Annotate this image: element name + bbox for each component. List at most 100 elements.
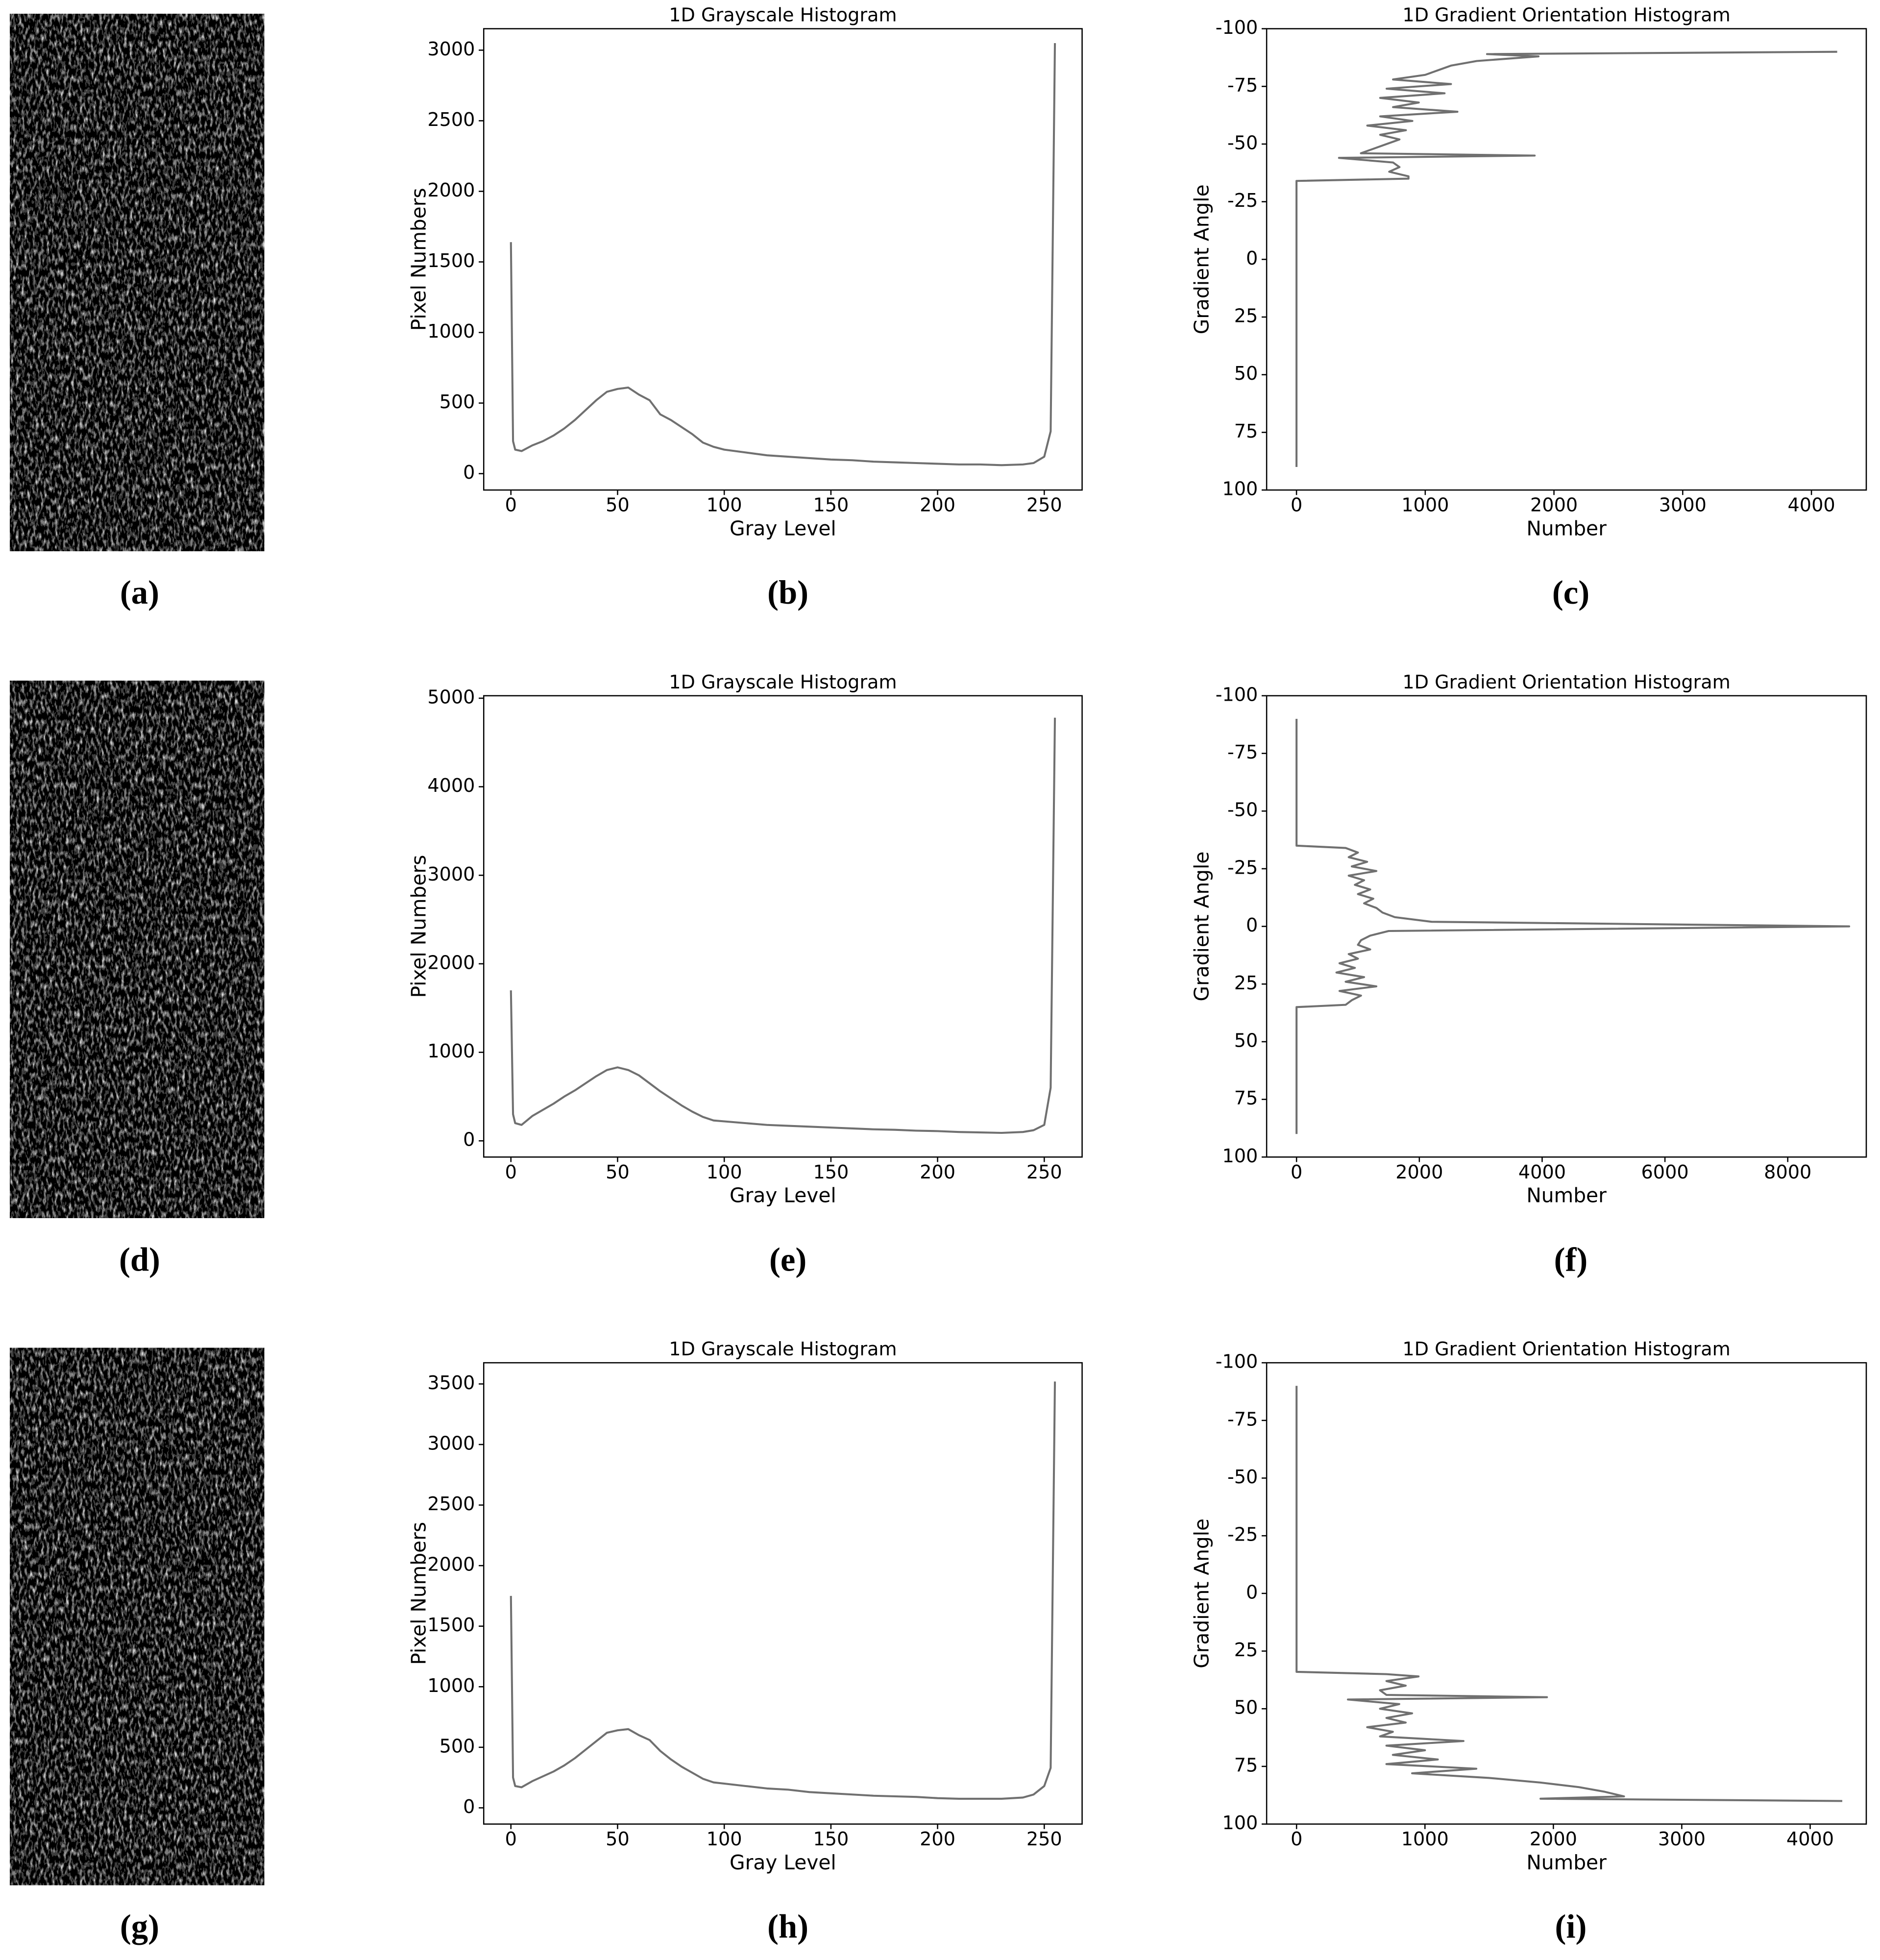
chart: 0 2000 4000 6000 8000 -100 -75 -50 -25 0 25 50 75 100… [1190, 671, 1867, 1207]
image-texture [10, 681, 265, 1218]
panel-caption: (d) [119, 1241, 160, 1278]
y-tick-label: 100 [1222, 1812, 1258, 1834]
panel-caption: (a) [120, 574, 159, 611]
y-tick-label: 0 [1246, 247, 1258, 269]
y-tick-label: 5000 [427, 686, 475, 708]
x-tick-label: 150 [813, 1828, 849, 1850]
x-tick-label: 4000 [1786, 1828, 1834, 1850]
y-tick-label: 1000 [427, 320, 475, 342]
y-tick-label: 1500 [427, 250, 475, 271]
data-line [1295, 718, 1851, 1134]
panel-caption: (h) [767, 1908, 808, 1945]
x-tick-label: 100 [707, 1828, 742, 1850]
x-tick-label: 4000 [1788, 494, 1835, 516]
x-axis-label: Gray Level [730, 1851, 836, 1874]
y-tick-label: 25 [1234, 972, 1258, 994]
x-tick-label: 3000 [1658, 1828, 1706, 1850]
x-axis-label: Number [1526, 1184, 1607, 1207]
y-tick-label: -100 [1216, 1351, 1258, 1372]
chart-title: 1D Grayscale Histogram [669, 671, 897, 693]
x-tick-label: 8000 [1764, 1161, 1811, 1183]
x-axis-label: Number [1526, 516, 1607, 540]
x-tick-label: 200 [920, 1828, 955, 1850]
x-tick-label: 150 [813, 494, 849, 516]
y-tick-label: 25 [1234, 1639, 1258, 1661]
x-tick-label: 6000 [1641, 1161, 1689, 1183]
y-tick-label: 4000 [427, 775, 475, 796]
x-tick-label: 150 [813, 1161, 849, 1183]
panel-caption: (f) [1554, 1241, 1588, 1278]
x-tick-label: 200 [920, 494, 955, 516]
data-line [510, 43, 1056, 466]
y-tick-label: 25 [1234, 305, 1258, 326]
y-tick-label: 50 [1234, 1029, 1258, 1051]
y-axis-label: Pixel Numbers [407, 188, 430, 331]
y-tick-label: -75 [1227, 741, 1258, 763]
y-tick-label: -75 [1227, 74, 1258, 96]
data-line [510, 1381, 1056, 1800]
plot-frame [483, 695, 1083, 1158]
x-tick-label: 0 [1291, 1828, 1302, 1850]
data-line [510, 717, 1056, 1134]
y-tick-label: 0 [1246, 914, 1258, 936]
panel-caption: (c) [1552, 574, 1589, 611]
y-tick-label: -100 [1216, 684, 1258, 705]
x-tick-label: 0 [505, 1828, 517, 1850]
y-tick-label: -50 [1227, 1466, 1258, 1488]
y-tick-label: 1000 [427, 1040, 475, 1062]
x-tick-label: 50 [606, 1828, 630, 1850]
y-tick-label: 500 [439, 391, 475, 413]
chart-title: 1D Gradient Orientation Histogram [1402, 1338, 1730, 1360]
plot-frame [1266, 28, 1867, 491]
x-tick-label: 0 [505, 1161, 517, 1183]
plot-frame [483, 28, 1083, 491]
x-tick-label: 2000 [1530, 494, 1578, 516]
x-tick-label: 0 [1291, 1161, 1302, 1183]
y-tick-label: -50 [1227, 799, 1258, 821]
image-texture [10, 1348, 265, 1886]
x-axis-label: Gray Level [730, 1184, 836, 1207]
chart-title: 1D Grayscale Histogram [669, 1338, 897, 1360]
y-tick-label: 2500 [427, 109, 475, 130]
y-tick-label: 1000 [427, 1675, 475, 1696]
x-tick-label: 1000 [1401, 494, 1449, 516]
chart: 0 1000 2000 3000 4000 -100 -75 -50 -25 0 25 50 75 100… [1190, 1338, 1867, 1874]
x-tick-label: 1000 [1401, 1828, 1449, 1850]
image-texture [10, 14, 265, 551]
x-tick-label: 2000 [1530, 1828, 1577, 1850]
y-tick-label: 75 [1234, 1087, 1258, 1109]
y-tick-label: 3000 [427, 863, 475, 885]
y-tick-label: 500 [439, 1735, 475, 1757]
y-axis-label: Gradient Angle [1190, 184, 1213, 334]
y-tick-label: 1500 [427, 1614, 475, 1636]
x-tick-label: 250 [1026, 1161, 1062, 1183]
panel-caption: (g) [120, 1908, 159, 1945]
y-tick-label: 2000 [427, 179, 475, 201]
y-tick-label: -50 [1227, 132, 1258, 153]
y-axis-label: Gradient Angle [1190, 852, 1213, 1002]
y-tick-label: -100 [1216, 17, 1258, 38]
y-tick-label: 75 [1234, 420, 1258, 442]
x-tick-label: 0 [505, 494, 517, 516]
y-axis-label: Gradient Angle [1190, 1519, 1213, 1668]
x-tick-label: 50 [606, 494, 630, 516]
y-tick-label: -25 [1227, 1524, 1258, 1545]
plot-frame [483, 1362, 1083, 1825]
x-axis-label: Gray Level [730, 516, 836, 540]
x-tick-label: 4000 [1518, 1161, 1566, 1183]
y-tick-label: -25 [1227, 190, 1258, 211]
y-tick-label: 2500 [427, 1493, 475, 1515]
data-line [1295, 50, 1837, 467]
chart: 0 50 100 150 200 2500500100015002000250030001… [407, 4, 1083, 540]
x-tick-label: 100 [707, 494, 742, 516]
image-d [10, 681, 265, 1218]
y-tick-label: 100 [1222, 1145, 1258, 1167]
chart-title: 1D Gradient Orientation Histogram [1402, 4, 1730, 26]
y-axis-label: Pixel Numbers [407, 1522, 430, 1665]
x-tick-label: 0 [1291, 494, 1302, 516]
y-axis-label: Pixel Numbers [407, 855, 430, 998]
image-a [10, 14, 265, 551]
y-tick-label: 3000 [427, 1432, 475, 1454]
x-tick-label: 3000 [1659, 494, 1707, 516]
